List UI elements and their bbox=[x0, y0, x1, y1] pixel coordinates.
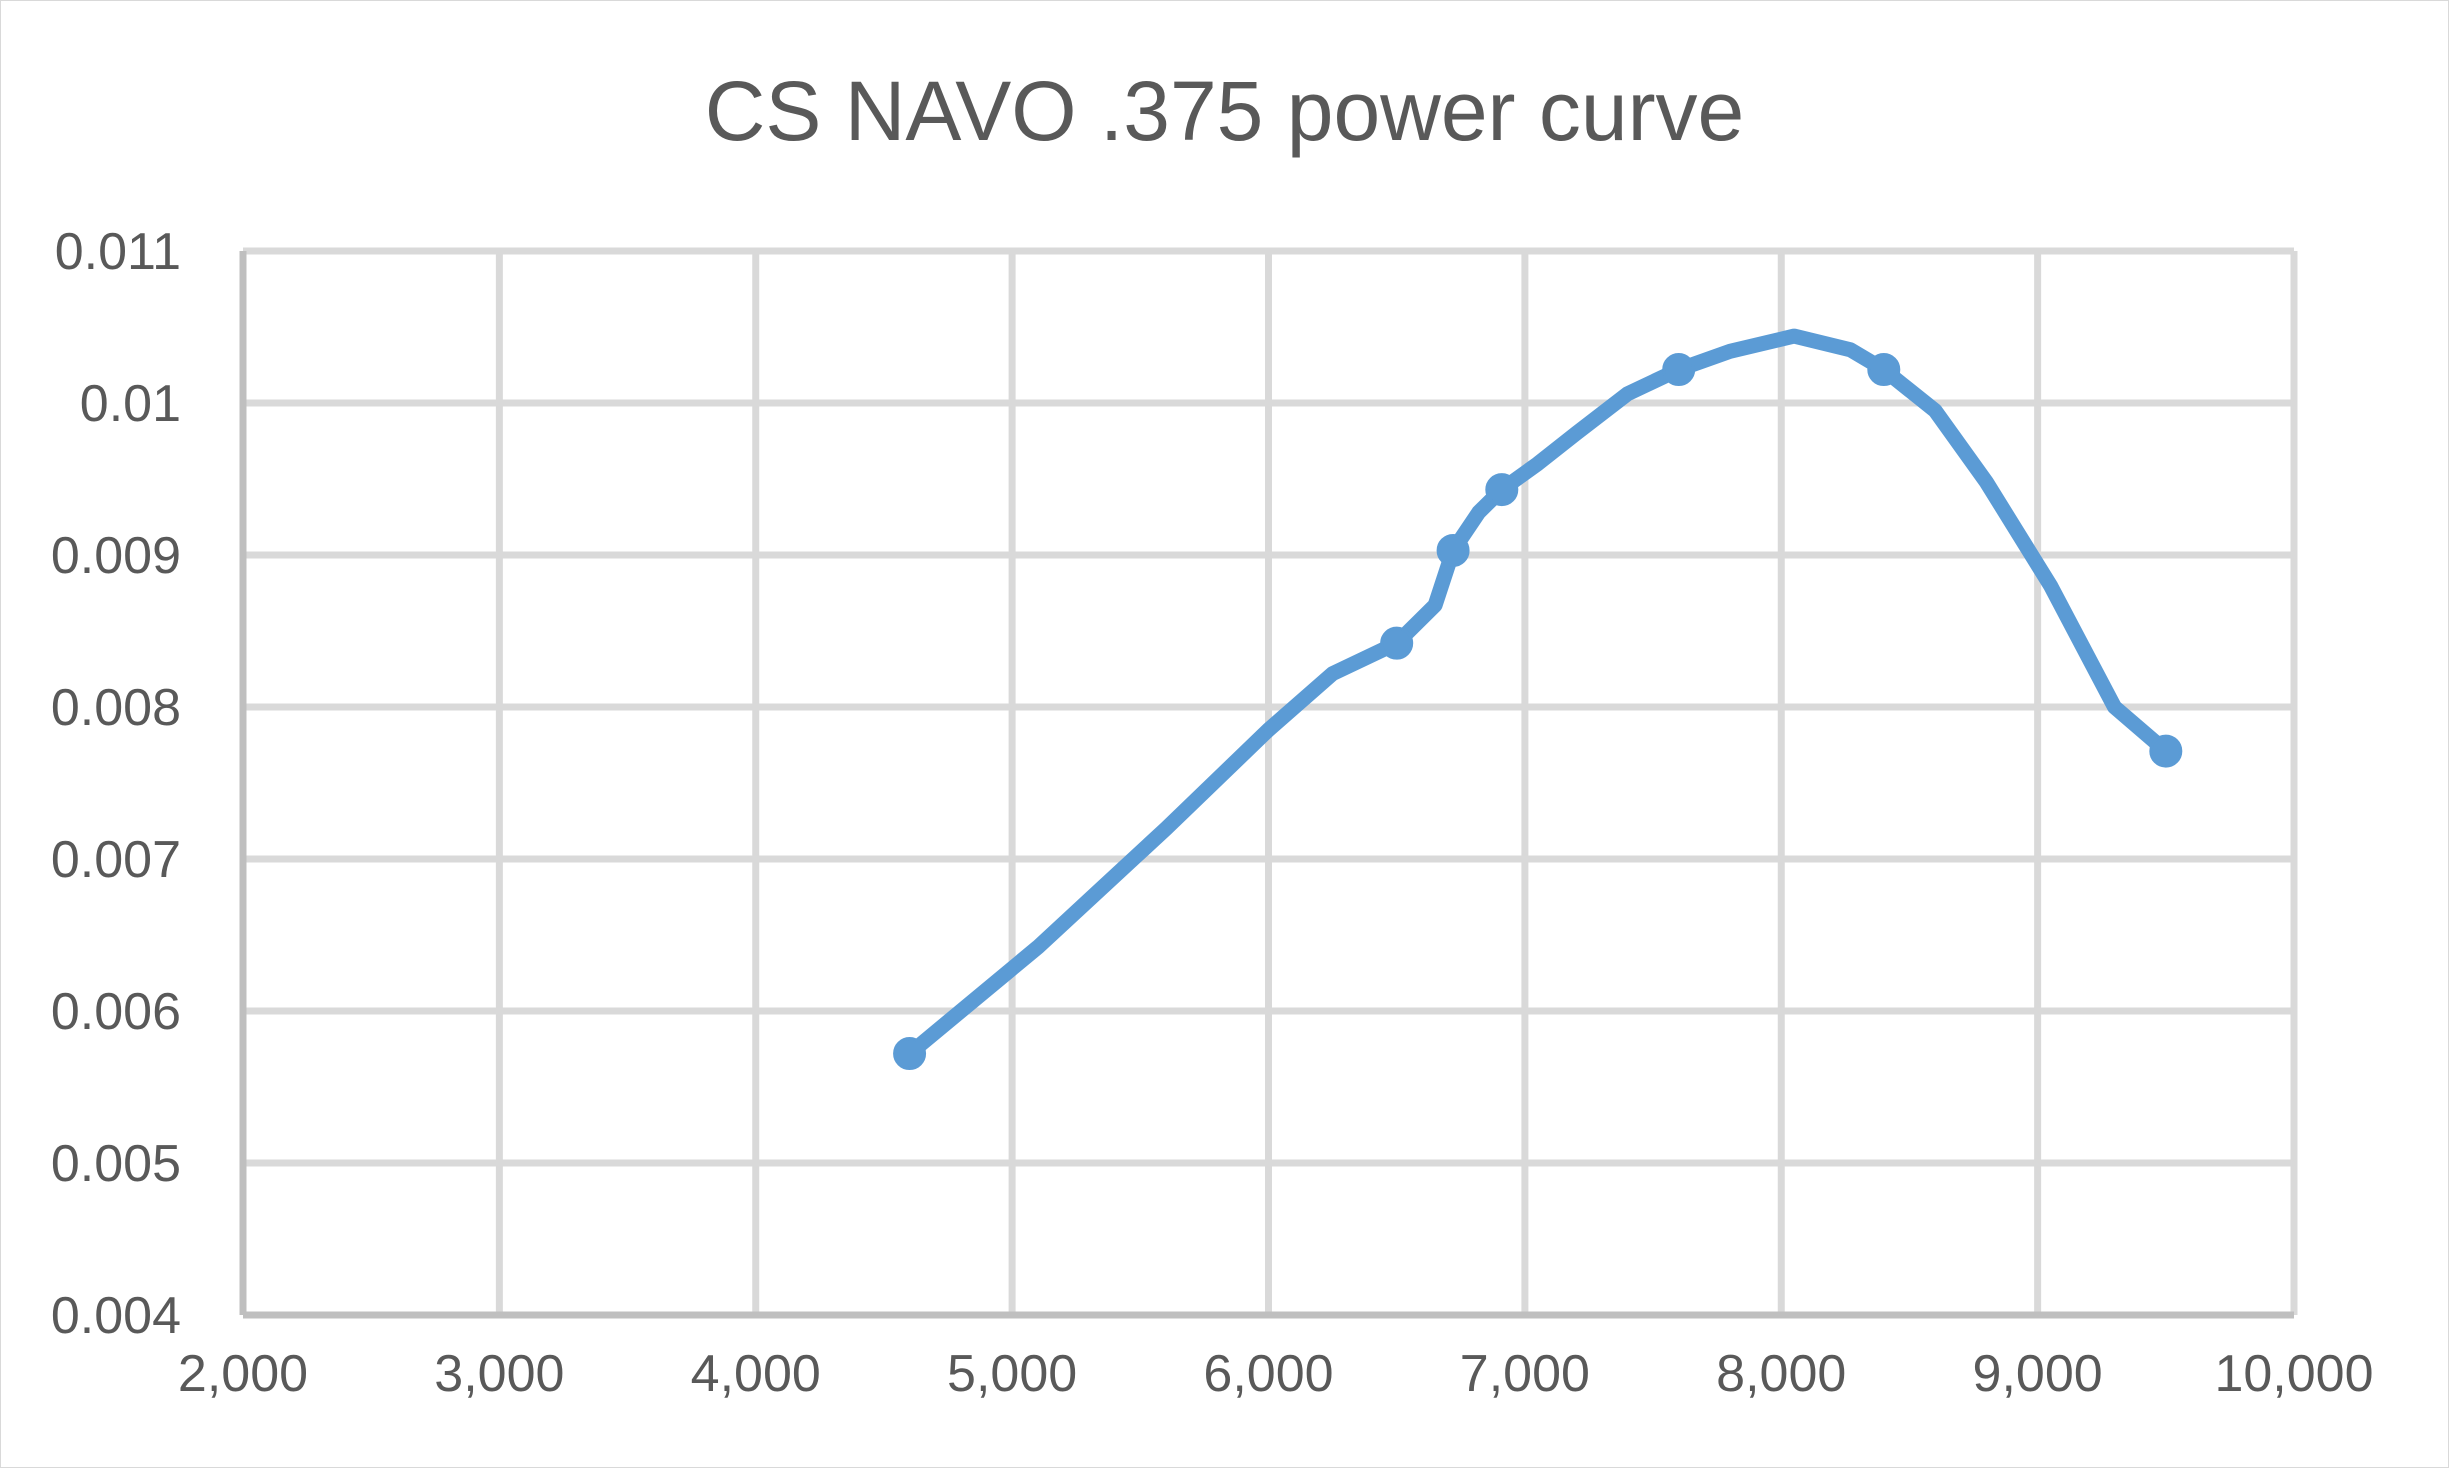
grid-layer bbox=[239, 247, 2298, 1319]
y-tick-label: 0.01 bbox=[80, 375, 181, 433]
x-tick-label: 7,000 bbox=[1460, 1345, 1590, 1403]
data-point-marker bbox=[1380, 626, 1414, 660]
x-tick-label: 8,000 bbox=[1716, 1345, 1846, 1403]
data-point-marker bbox=[1485, 473, 1519, 507]
chart-title: CS NAVO .375 power curve bbox=[704, 64, 1745, 158]
data-point-marker bbox=[1867, 353, 1901, 387]
series-layer bbox=[902, 328, 2174, 1062]
y-tick-label: 0.009 bbox=[51, 527, 181, 585]
x-tick-label: 9,000 bbox=[1973, 1345, 2103, 1403]
data-point-marker bbox=[2149, 734, 2183, 768]
x-tick-label: 3,000 bbox=[434, 1345, 564, 1403]
x-tick-label: 5,000 bbox=[947, 1345, 1077, 1403]
y-tick-label: 0.011 bbox=[55, 223, 181, 281]
axis-layer bbox=[239, 251, 2294, 1319]
data-point-marker bbox=[1436, 533, 1470, 567]
x-tick-label: 10,000 bbox=[2214, 1345, 2373, 1403]
data-point-marker bbox=[1662, 353, 1696, 387]
x-tick-label: 2,000 bbox=[178, 1345, 308, 1403]
x-tick-label: 4,000 bbox=[691, 1345, 821, 1403]
x-tick-label: 6,000 bbox=[1203, 1345, 1333, 1403]
y-tick-label: 0.007 bbox=[51, 831, 181, 889]
marker-layer bbox=[893, 353, 2183, 1071]
y-tick-label: 0.006 bbox=[51, 983, 181, 1041]
y-tick-label: 0.004 bbox=[51, 1287, 181, 1345]
data-point-marker bbox=[893, 1037, 927, 1071]
label-layer: 0.004 0.005 0.006 0.007 0.008 0.009 0.01 0.011 2… bbox=[51, 223, 2374, 1403]
y-tick-label: 0.005 bbox=[51, 1135, 181, 1193]
y-tick-label: 0.008 bbox=[51, 679, 181, 737]
series-line bbox=[902, 328, 2174, 1062]
